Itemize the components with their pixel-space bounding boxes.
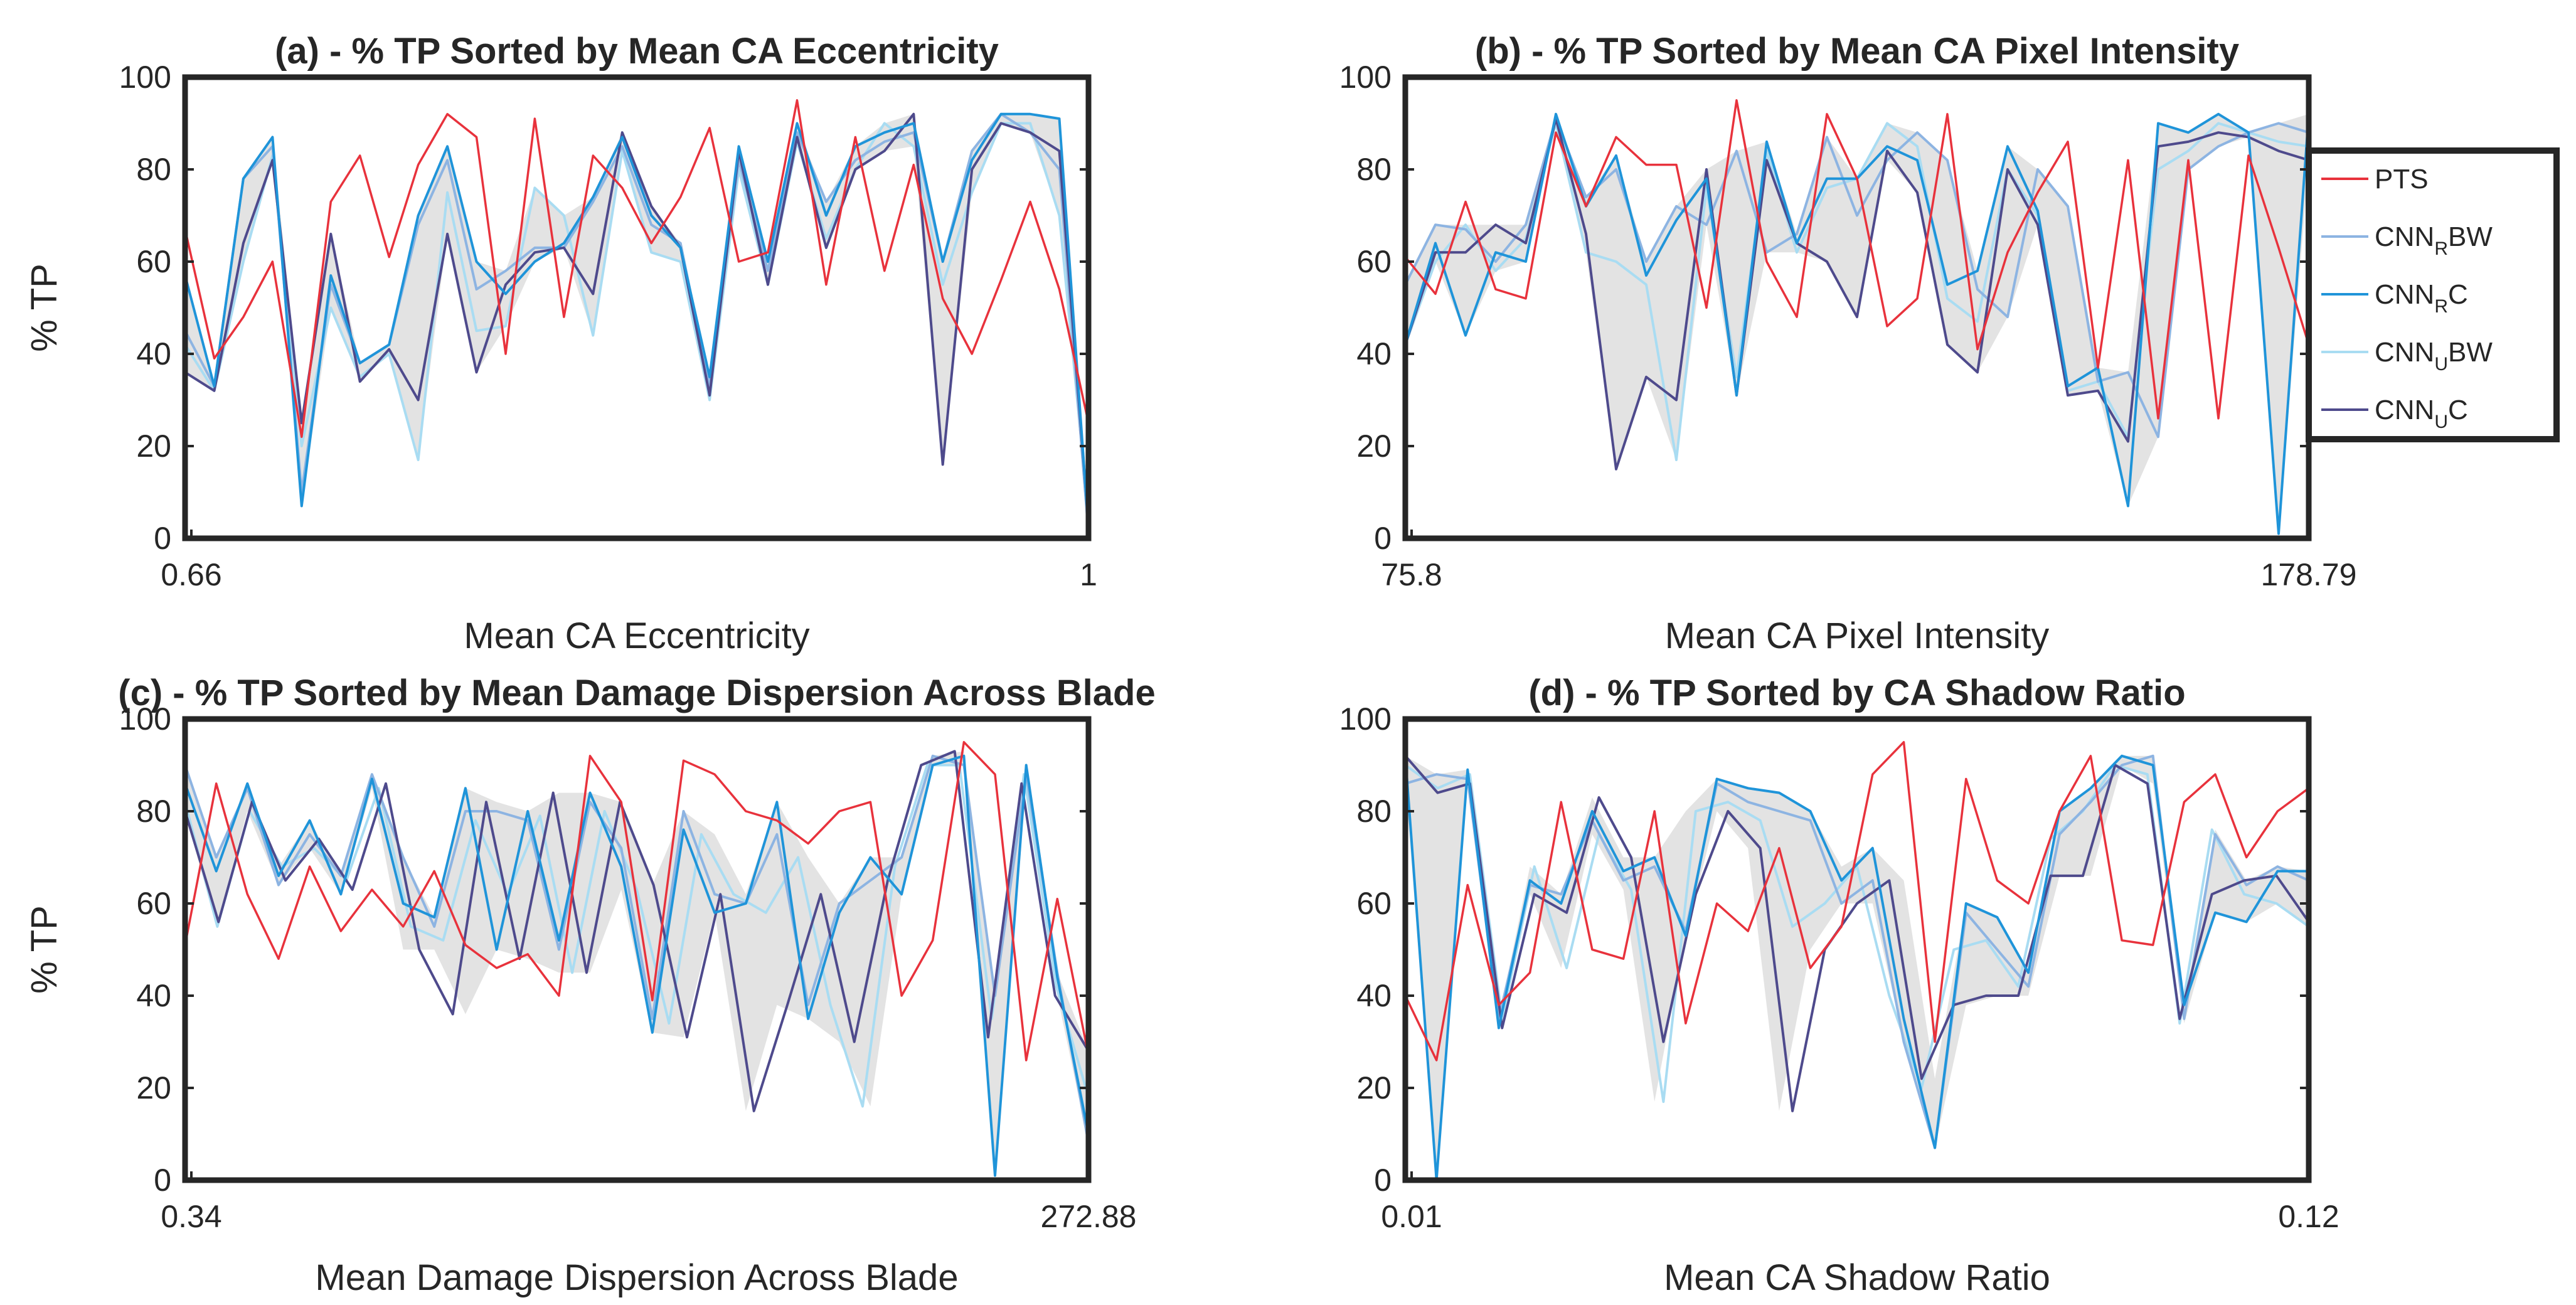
series-cnn-u-c [184, 112, 1090, 525]
x-tick-label: 0.66 [161, 557, 221, 592]
y-tick-label: 40 [136, 978, 171, 1013]
y-tick-label: 40 [136, 336, 171, 371]
y-tick-label: 80 [1356, 794, 1392, 829]
series-cnn-u-c [1404, 755, 2310, 1112]
panel-d: 0 20 40 60 80 100 0.01 0.12 (d) - % TP Sorted by… [1339, 673, 2339, 1298]
legend-label: CNNUC [2375, 395, 2468, 432]
panel-title: (b) - % TP Sorted by Mean CA Pixel Inten… [1475, 31, 2239, 72]
y-tick-label: 100 [119, 701, 171, 737]
y-tick-label: 20 [1356, 429, 1392, 464]
x-axis-label: Mean CA Eccentricity [464, 615, 809, 656]
x-tick-label: 0.34 [161, 1199, 221, 1234]
y-tick-label: 40 [1356, 336, 1392, 371]
y-tick-label: 80 [136, 152, 171, 187]
legend-label: PTS [2375, 164, 2429, 194]
series-pts [184, 741, 1090, 1062]
legend-item-cnn-r-bw: CNNRBW [2321, 221, 2493, 259]
y-tick-label: 80 [136, 794, 171, 829]
legend: PTS CNNRBW CNNRC CNNUBW CNNUC [2306, 147, 2560, 442]
y-tick-label: 0 [154, 521, 171, 556]
panel-title: (a) - % TP Sorted by Mean CA Eccentricit… [275, 31, 999, 72]
series-pts [1404, 741, 2310, 1062]
y-tick-label: 0 [1374, 1163, 1392, 1198]
legend-item-cnn-r-c: CNNRC [2321, 279, 2468, 317]
axes-box [182, 716, 1092, 1183]
series-cnn-r-c [1404, 754, 2309, 1181]
legend-label: CNNRBW [2375, 221, 2493, 259]
axes-box [1402, 716, 2312, 1183]
legend-label: CNNUBW [2375, 337, 2493, 375]
x-tick-label: 178.79 [2261, 557, 2357, 592]
y-tick-label: 20 [136, 429, 171, 464]
y-tick-label: 60 [1356, 244, 1392, 279]
panel-title: (d) - % TP Sorted by CA Shadow Ratio [1528, 673, 2185, 713]
series-cnn-r-c [184, 112, 1090, 530]
y-tick-label: 40 [1356, 978, 1392, 1013]
series-pts [1404, 99, 2310, 420]
legend-item-pts: PTS [2321, 164, 2429, 194]
y-tick-label: 20 [136, 1070, 171, 1105]
x-tick-label: 1 [1080, 557, 1097, 592]
y-tick-label: 20 [1356, 1070, 1392, 1105]
y-tick-label: 80 [1356, 152, 1392, 187]
y-tick-label: 60 [1356, 886, 1392, 921]
series-cnn-u-bw [184, 122, 1090, 516]
series-cnn-r-bw [1405, 754, 2309, 1149]
x-tick-label: 0.12 [2278, 1199, 2339, 1234]
series-pts [184, 99, 1090, 439]
y-tick-label: 0 [154, 1163, 171, 1198]
y-axis-label: % TP [24, 905, 65, 994]
legend-label: CNNRC [2375, 279, 2468, 317]
x-axis-label: Mean Damage Dispersion Across Blade [315, 1257, 958, 1298]
y-tick-label: 60 [136, 244, 171, 279]
x-axis-label: Mean CA Pixel Intensity [1665, 615, 2050, 656]
series-cnn-u-c [184, 750, 1090, 1112]
y-axis-label: % TP [24, 264, 65, 352]
legend-item-cnn-u-c: CNNUC [2321, 395, 2468, 432]
x-tick-label: 0.01 [1381, 1199, 1442, 1234]
panel-b: 0 20 40 60 80 100 75.8 178.79 (b) - % TP Sorted … [1339, 31, 2357, 656]
y-tick-label: 100 [1339, 701, 1392, 737]
y-tick-label: 100 [1339, 60, 1392, 95]
panel-a: 0 20 40 60 80 100 0.66 1 (a) - % TP Sorted by Me… [24, 31, 1097, 656]
legend-item-cnn-u-bw: CNNUBW [2321, 337, 2493, 375]
series-cnn-r-c [184, 754, 1090, 1177]
x-axis-label: Mean CA Shadow Ratio [1664, 1257, 2050, 1298]
cnn-range-band [185, 751, 1088, 1176]
y-tick-label: 60 [136, 886, 171, 921]
panel-c: 0 20 40 60 80 100 0.34 272.88 (c) - % TP Sorted … [24, 673, 1156, 1298]
y-tick-label: 0 [1374, 521, 1392, 556]
y-tick-label: 100 [119, 60, 171, 95]
panel-title: (c) - % TP Sorted by Mean Damage Dispers… [118, 673, 1155, 713]
axes-box [182, 74, 1092, 541]
x-tick-label: 272.88 [1041, 1199, 1137, 1234]
x-tick-label: 75.8 [1381, 557, 1442, 592]
